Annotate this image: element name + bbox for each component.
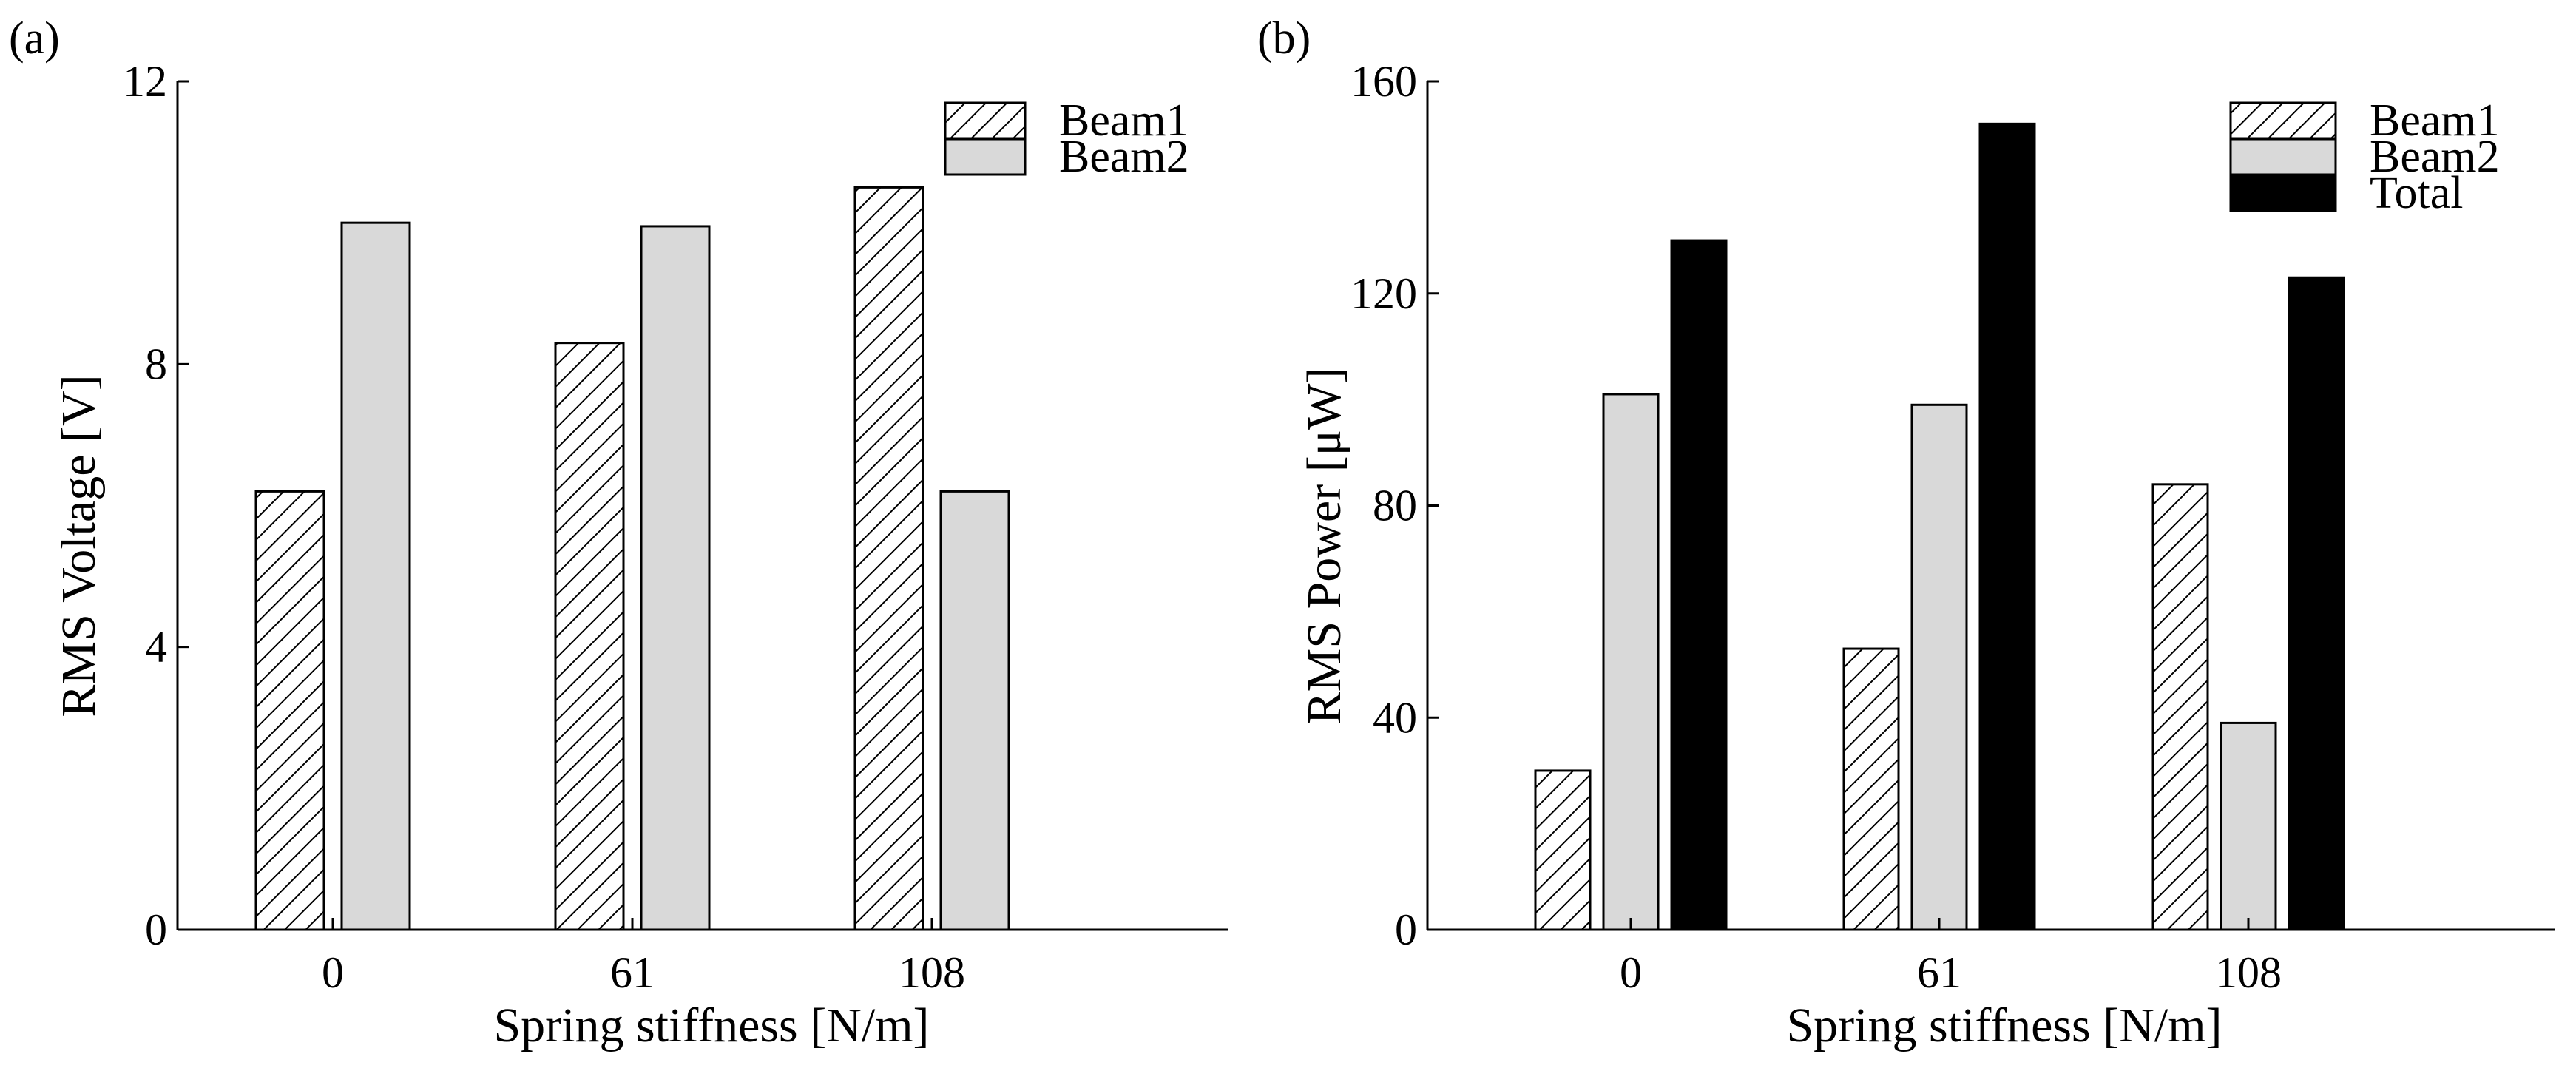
- panel-a-label: (a): [9, 13, 60, 64]
- panel-a-y-ticks: 0 4 8 12: [123, 57, 189, 954]
- panel-b-x-tick-label: 0: [1620, 948, 1642, 997]
- panel-a-x-tick-label: 0: [322, 948, 344, 997]
- panel-b-y-tick-label: 120: [1350, 269, 1417, 318]
- panel-b-label: (b): [1257, 13, 1311, 64]
- panel-a-legend-label-beam2: Beam2: [1059, 132, 1189, 182]
- panel-b-x-tick-label: 108: [2215, 948, 2282, 997]
- panel-b-power-chart: (b) 0 40 80 120 160 0 61 108 Spring stiffness …: [1257, 13, 2555, 1053]
- panel-b-bar-total-0: [1670, 239, 1728, 931]
- panel-a-x-tick-label: 61: [610, 948, 655, 997]
- panel-a-x-tick-label: 108: [899, 948, 965, 997]
- panel-b-y-axis-title: RMS Power [μW]: [1297, 368, 1351, 725]
- panel-b-bar-beam2-61: [1910, 403, 1968, 931]
- panel-b-legend-label-beam1: Beam1: [2370, 95, 2500, 146]
- panel-b-bar-total-108: [2288, 276, 2345, 931]
- panel-a-bar-beam2-108: [939, 490, 1010, 931]
- panel-a-y-tick-label: 12: [123, 57, 167, 106]
- panel-a-bar-beam2-61: [640, 225, 711, 931]
- panel-a-x-ticks: 0 61 108: [322, 918, 965, 997]
- panel-a-legend-swatch-beam1: [944, 101, 1027, 140]
- panel-a-y-tick-label: 0: [145, 905, 167, 954]
- panel-a-bar-beam1-61: [554, 342, 625, 931]
- panel-b-bar-total-61: [1978, 122, 2036, 931]
- panel-b-x-axis-title: Spring stiffness [N/m]: [1786, 999, 2222, 1053]
- panel-a-y-axis-title: RMS Voltage [V]: [52, 374, 106, 717]
- panel-b-x-tick-label: 61: [1917, 948, 1961, 997]
- panel-b-legend-swatch-total: [2229, 174, 2337, 212]
- panel-a-y-tick-label: 8: [145, 339, 167, 388]
- panel-b-bar-beam1-61: [1842, 647, 1900, 931]
- panel-b-y-tick-label: 40: [1373, 693, 1417, 742]
- panel-b-y-tick-label: 160: [1350, 57, 1417, 106]
- panel-b-legend-label-beam2: Beam2: [2370, 132, 2500, 182]
- panel-b-bar-beam1-0: [1534, 769, 1592, 931]
- panel-b-y-tick-label: 0: [1395, 905, 1417, 954]
- panel-b-legend-swatch-beam1: [2229, 101, 2337, 140]
- panel-b-legend-swatch-beam2: [2229, 138, 2337, 176]
- panel-b-x-ticks: 0 61 108: [1620, 918, 2282, 997]
- panel-b-bars: [1534, 122, 2345, 931]
- panel-a-x-axis-title: Spring stiffness [N/m]: [493, 999, 929, 1053]
- panel-a-y-tick-label: 4: [145, 623, 167, 672]
- panel-b-y-tick-label: 80: [1373, 482, 1417, 530]
- panel-a-bar-beam1-108: [853, 186, 924, 931]
- panel-a-axes: [176, 81, 1228, 931]
- panel-a-legend-label-beam1: Beam1: [1059, 95, 1189, 146]
- panel-b-y-ticks: 0 40 80 120 160: [1350, 57, 1439, 954]
- panel-b-bar-beam2-0: [1602, 393, 1660, 931]
- panel-b-bar-beam2-108: [2220, 721, 2277, 931]
- panel-a-bar-beam2-0: [340, 221, 411, 931]
- panel-b-legend-label-total: Total: [2370, 168, 2464, 218]
- panel-b-bar-beam1-108: [2151, 483, 2209, 931]
- panel-a-bars: [254, 186, 1010, 931]
- panel-a-bar-beam1-0: [254, 490, 325, 931]
- panel-a-legend-swatch-beam2: [944, 138, 1027, 176]
